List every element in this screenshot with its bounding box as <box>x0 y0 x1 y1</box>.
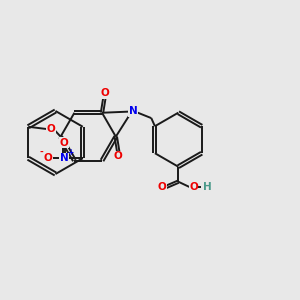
Text: N: N <box>129 106 138 116</box>
Text: N: N <box>60 153 69 163</box>
Text: H: H <box>203 182 212 192</box>
Text: O: O <box>43 153 52 163</box>
Text: O: O <box>114 151 123 161</box>
Text: O: O <box>46 124 55 134</box>
Text: O: O <box>60 138 69 148</box>
Text: O: O <box>100 88 109 98</box>
Text: -: - <box>39 148 43 157</box>
Text: +: + <box>68 148 74 157</box>
Text: O: O <box>158 182 166 192</box>
Text: O: O <box>189 182 198 192</box>
